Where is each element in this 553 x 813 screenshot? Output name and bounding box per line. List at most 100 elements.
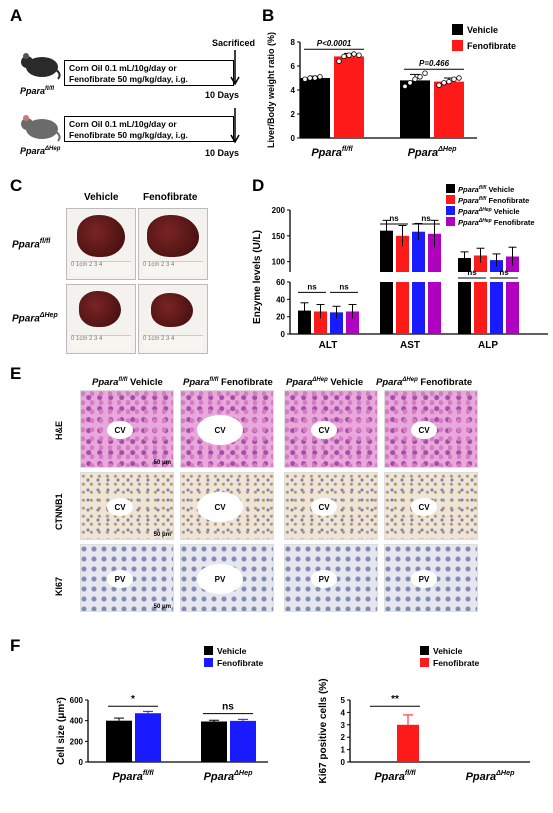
legend-label: Fenofibrate (467, 41, 516, 51)
treatment-box-1: Corn Oil 0.1 mL/10g/day or Fenofibrate 5… (64, 60, 234, 86)
data-point (346, 52, 352, 58)
y-tick-label: 20 (276, 313, 285, 322)
histology-tile: CV (384, 472, 478, 540)
sig-label: ** (391, 694, 399, 705)
legend-swatch (446, 184, 455, 193)
data-point (341, 53, 347, 60)
vessel-label: CV (197, 492, 243, 522)
legend-label: Vehicle (433, 646, 463, 656)
data-point (402, 83, 408, 90)
chart-b: 0 2 4 6 8 Liver/Body weight ratio (%) Pparafl/… (266, 24, 516, 159)
y-tick-label: 100 (272, 258, 286, 267)
treatment-line-1b: Corn Oil 0.1 mL/10g/day or (69, 119, 177, 129)
data-point (336, 58, 342, 64)
bar (400, 80, 430, 138)
bar (230, 720, 256, 762)
histology-tile: CV 50 μm (80, 390, 174, 468)
histology-tile: CV (384, 390, 478, 468)
treatment-line-2: Fenofibrate 50 mg/kg/day, i.g. (69, 74, 188, 84)
ns-label: ns (421, 214, 431, 223)
data-point (456, 75, 462, 81)
row-pparafl: Pparafl/fl (12, 238, 51, 251)
bar-lower (412, 282, 425, 334)
legend-label: Pparafl/fl Fenofibrate (458, 196, 529, 205)
legend-swatch (420, 658, 429, 667)
group-label: PparaΔHep (204, 769, 254, 783)
days-label-1: 10 Days (205, 90, 240, 100)
y-tick-label: 200 (70, 737, 84, 746)
data-point (407, 80, 413, 86)
panel-label-f: F (10, 636, 21, 655)
category-label: AST (400, 340, 420, 351)
group-label: PparaΔHep (408, 145, 458, 159)
ns-label: ns (307, 282, 317, 291)
mouse2-genotype: PparaΔHep (20, 146, 61, 156)
y-tick-label: 1 (341, 746, 346, 755)
data-point (317, 74, 323, 80)
vessel-label: CV (411, 498, 437, 516)
legend-swatch (446, 195, 455, 204)
category-label: ALP (478, 340, 498, 351)
y-tick-label: 8 (291, 38, 296, 47)
days-label-2: 10 Days (205, 148, 240, 158)
legend-swatch (420, 646, 429, 655)
legend-label: Fenofibrate (217, 658, 264, 668)
y-tick-label: 4 (291, 86, 296, 95)
bar-upper (396, 235, 409, 272)
bar (346, 311, 359, 334)
e-header-2: Pparafl/fl Fenofibrate (183, 377, 273, 389)
group-label: Pparafl/fl (311, 145, 353, 159)
data-point (441, 80, 447, 86)
histology-tile: PV (180, 544, 274, 612)
y-tick-label: 60 (276, 278, 285, 287)
sacrifice-arrow-1 (230, 50, 240, 86)
bar-lower (490, 282, 503, 334)
bar (298, 310, 311, 334)
vessel-label: CV (107, 498, 133, 516)
bar-upper (458, 258, 471, 272)
y-tick-label: 0 (291, 134, 296, 143)
ruler-2: 0 1cm 2 3 4 (143, 261, 203, 276)
vessel-label: CV (197, 415, 243, 445)
y-tick-label: 400 (70, 717, 84, 726)
bar-upper (428, 233, 441, 272)
bar (300, 78, 330, 138)
y-tick-label: 0 (281, 330, 286, 339)
y-tick-label: 40 (276, 295, 285, 304)
treatment-box-2: Corn Oil 0.1 mL/10g/day or Fenofibrate 5… (64, 116, 234, 142)
y-tick-label: 6 (291, 62, 296, 71)
histology-tile: CV (284, 390, 378, 468)
e-header-1: Pparafl/fl Vehicle (92, 377, 163, 389)
col-vehicle: Vehicle (84, 192, 119, 203)
bar-lower (506, 282, 519, 334)
data-point (356, 52, 362, 58)
bar-lower (428, 282, 441, 334)
group-label: PparaΔHep (466, 769, 516, 783)
bar-lower (380, 282, 393, 334)
histology-tile: CV (180, 390, 274, 468)
y-tick-label: 2 (291, 110, 296, 119)
y-tick-label: 0 (79, 758, 84, 767)
mouse-black-icon (21, 53, 61, 80)
vessel-label: PV (311, 570, 337, 588)
data-point (436, 82, 442, 88)
group-label: Pparafl/fl (112, 769, 154, 783)
legend-swatch (452, 40, 463, 51)
liver-photo-3: 0 1cm 2 3 4 (66, 284, 136, 354)
y-axis-label: Enzyme levels (U/L) (252, 230, 263, 324)
p-value: P<0.0001 (317, 39, 352, 48)
vessel-label: CV (411, 421, 437, 439)
vessel-label: CV (311, 498, 337, 516)
bar (106, 720, 132, 762)
p-value: P=0.466 (419, 59, 450, 68)
y-axis-label: Ki67 positive cells (%) (318, 678, 329, 783)
panel-label-a: A (10, 6, 23, 25)
e-row-ki67: KI67 (54, 576, 64, 596)
y-tick-label: 600 (70, 696, 84, 705)
histology-tile: CV 50 μm (80, 472, 174, 540)
data-point (422, 70, 428, 76)
vessel-label: CV (311, 421, 337, 439)
vessel-label: PV (411, 570, 437, 588)
y-axis-label: Cell size (μm²) (56, 697, 67, 765)
liver-photo-4: 0 1cm 2 3 4 (138, 284, 208, 354)
